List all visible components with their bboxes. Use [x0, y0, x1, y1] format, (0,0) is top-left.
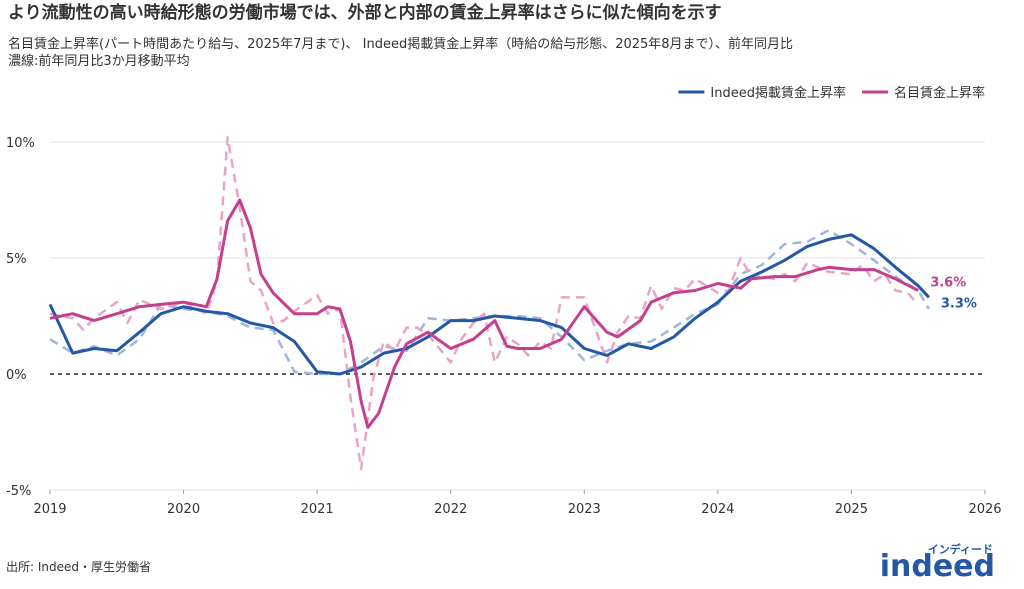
- end-label: 3.6%: [930, 275, 966, 290]
- y-tick-label: -5%: [6, 484, 31, 499]
- line: [48, 233, 931, 376]
- source: 出所: Indeed・厚生労働省: [6, 560, 151, 574]
- x-tick-label: 2026: [968, 502, 1001, 517]
- subtitle: 名目賃金上昇率(パート時間あたり給与、2025年7月まで)、 Indeed掲載賃…: [8, 36, 793, 52]
- legend-label: 名目賃金上昇率: [894, 85, 985, 101]
- logo-kana: インディード: [928, 542, 993, 556]
- legend-label: Indeed掲載賃金上昇率: [710, 85, 846, 101]
- x-tick-label: 2024: [701, 502, 734, 517]
- subtitle: 濃線:前年同月比3か月移動平均: [8, 53, 190, 69]
- x-tick-label: 2025: [835, 502, 868, 517]
- x-tick-label: 2021: [301, 502, 334, 517]
- logo: indeed: [880, 549, 995, 584]
- end-label: 3.3%: [941, 296, 977, 311]
- chart-title: より流動性の高い時給形態の労働市場では、外部と内部の賃金上昇率はさらに似た傾向を…: [8, 2, 722, 23]
- x-tick-label: 2020: [167, 502, 200, 517]
- x-tick-label: 2023: [568, 502, 601, 517]
- y-tick-label: 0%: [6, 368, 27, 383]
- y-tick-label: 5%: [6, 252, 27, 267]
- x-tick-label: 2022: [434, 502, 467, 517]
- y-tick-label: 10%: [6, 136, 35, 151]
- x-tick-label: 2019: [33, 502, 66, 517]
- line: [49, 198, 919, 429]
